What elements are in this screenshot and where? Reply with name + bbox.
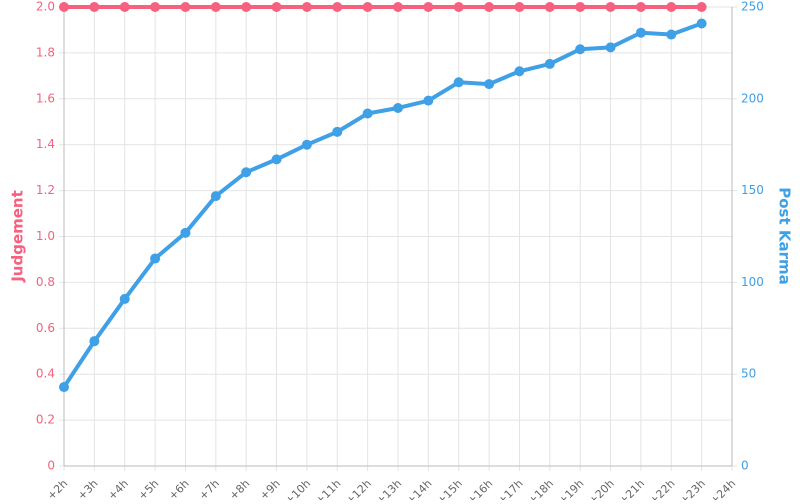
y2-tick-label: 150	[741, 183, 764, 197]
data-point	[119, 293, 130, 304]
data-point	[180, 2, 191, 12]
x-tick-label: +23h	[677, 477, 708, 500]
data-point	[635, 2, 646, 12]
x-tick-label: +16h	[465, 477, 496, 500]
y-tick-label: 1.8	[36, 45, 55, 59]
x-tick-label: +15h	[434, 477, 465, 500]
data-point	[150, 2, 161, 12]
y2-tick-label: 0	[741, 459, 749, 473]
x-tick-label: +24h	[708, 477, 739, 500]
y-tick-label: 0	[47, 459, 55, 473]
data-point	[210, 191, 221, 202]
x-tick-label: +9h	[257, 477, 283, 500]
x-tick-label: +13h	[374, 477, 405, 500]
x-tick-label: +21h	[617, 477, 648, 500]
y-axis-title: Judgement	[9, 190, 27, 283]
x-tick-label: +22h	[647, 477, 678, 500]
y-tick-label: 0.4	[36, 367, 55, 381]
data-point	[301, 2, 312, 12]
series-line	[62, 21, 703, 389]
data-point	[484, 2, 495, 12]
x-tick-label: +17h	[495, 477, 526, 500]
y2-tick-label: 50	[741, 367, 756, 381]
x-tick-label: +19h	[556, 477, 587, 500]
data-point	[453, 77, 464, 88]
x-tick-label: +10h	[283, 477, 314, 500]
data-point	[89, 336, 100, 347]
data-point	[484, 79, 495, 90]
y-tick-label: 0.6	[36, 321, 55, 335]
y2-tick-label: 200	[741, 91, 764, 105]
x-tick-label: +12h	[343, 477, 374, 500]
x-tick-label: +18h	[526, 477, 557, 500]
data-point	[362, 2, 373, 12]
data-point	[241, 167, 252, 178]
data-point	[666, 29, 677, 40]
x-tick-label: +2h	[45, 477, 71, 500]
data-point	[696, 18, 707, 29]
data-point	[575, 44, 586, 55]
data-point	[544, 58, 555, 69]
data-point	[362, 108, 373, 119]
data-point	[423, 2, 434, 12]
y-tick-label: 0.8	[36, 275, 55, 289]
x-tick-label: +4h	[105, 477, 131, 500]
x-tick-label: +14h	[404, 477, 435, 500]
y-tick-label: 1.0	[36, 229, 55, 243]
x-tick-label: +20h	[586, 477, 617, 500]
data-point	[423, 95, 434, 106]
data-point	[210, 2, 221, 12]
y-tick-label: 1.2	[36, 183, 55, 197]
data-point	[271, 154, 282, 165]
data-point	[393, 2, 403, 12]
y-tick-label: 2.0	[36, 0, 55, 14]
data-point	[89, 2, 100, 12]
data-point	[59, 2, 69, 12]
data-point	[271, 2, 282, 12]
data-point	[180, 227, 191, 238]
x-tick-label: +11h	[313, 477, 344, 500]
data-point	[59, 382, 69, 393]
data-point	[635, 27, 646, 38]
data-point	[666, 2, 677, 12]
data-point	[332, 2, 343, 12]
data-point	[514, 2, 525, 12]
data-point	[453, 2, 464, 12]
x-tick-label: +6h	[166, 477, 192, 500]
data-point	[696, 2, 707, 12]
y-tick-label: 1.4	[36, 137, 55, 151]
x-tick-label: +7h	[196, 477, 222, 500]
data-point	[605, 42, 616, 53]
y-tick-label: 1.6	[36, 91, 55, 105]
data-point	[150, 253, 161, 264]
data-point	[301, 139, 312, 150]
data-point	[393, 102, 403, 113]
data-point	[605, 2, 616, 12]
y2-tick-label: 250	[741, 0, 764, 14]
data-point	[575, 2, 586, 12]
x-tick-label: +3h	[75, 477, 101, 500]
data-point	[332, 126, 343, 137]
y-tick-label: 0.2	[36, 413, 55, 427]
y2-axis-title: Post Karma	[776, 187, 794, 285]
data-point	[119, 2, 130, 12]
data-point	[514, 66, 525, 77]
data-point	[544, 2, 555, 12]
data-point	[241, 2, 252, 12]
x-tick-label: +8h	[227, 477, 253, 500]
x-tick-label: +5h	[136, 477, 162, 500]
y2-tick-label: 100	[741, 275, 764, 289]
